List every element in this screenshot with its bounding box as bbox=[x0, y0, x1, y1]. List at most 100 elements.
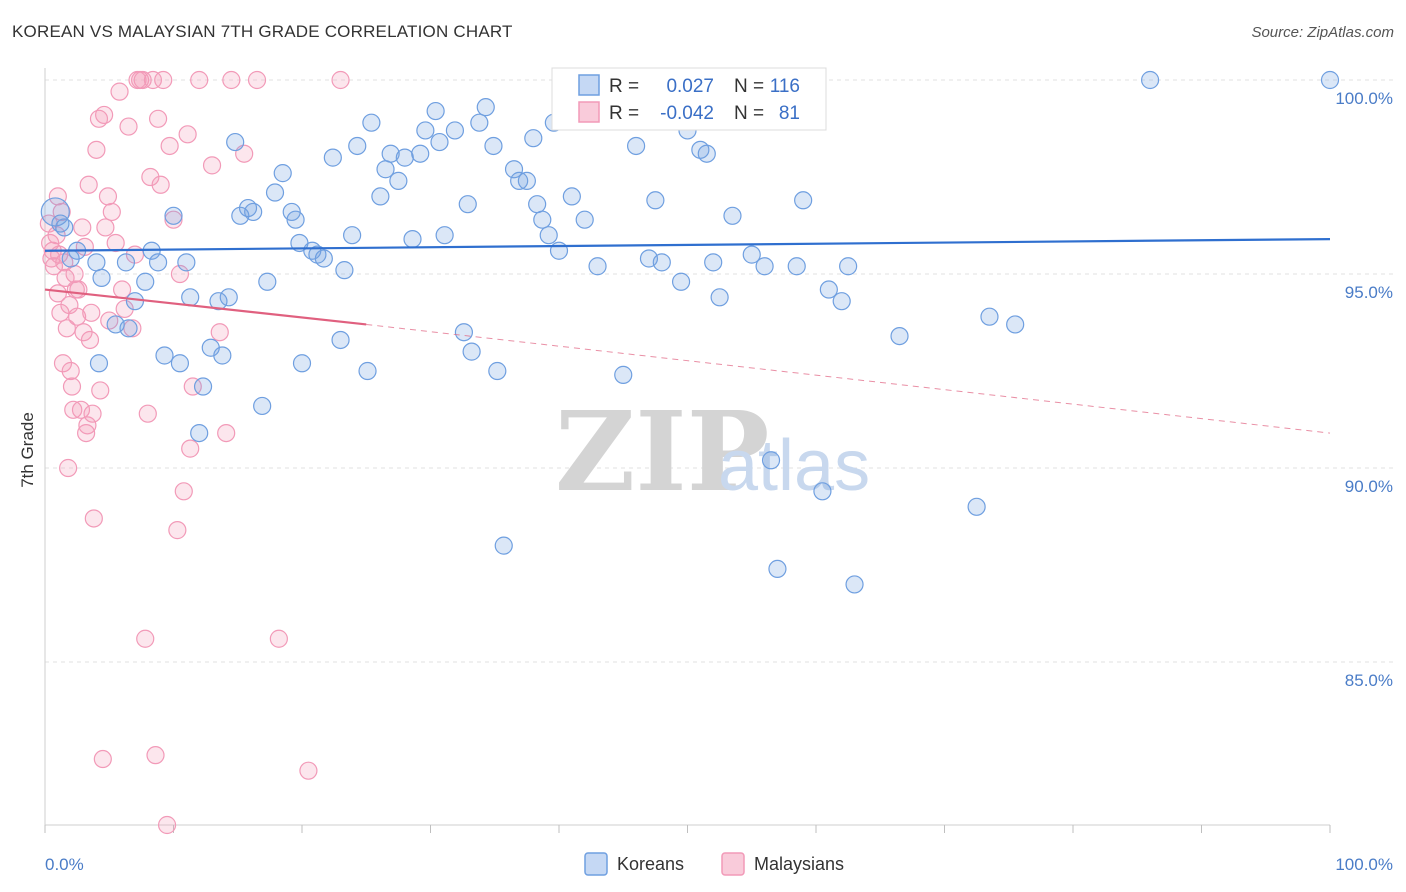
malaysian-point bbox=[69, 280, 88, 299]
malaysian-point bbox=[71, 400, 91, 419]
korean-point bbox=[87, 253, 106, 272]
korean-point bbox=[1006, 315, 1025, 334]
y-axis-label: 7th Grade bbox=[18, 412, 37, 488]
malaysian-point bbox=[154, 70, 173, 90]
korean-point bbox=[787, 257, 806, 276]
malaysian-point bbox=[210, 323, 229, 342]
korean-point bbox=[331, 330, 350, 350]
malaysian-point bbox=[110, 82, 129, 101]
korean-trend-line bbox=[44, 237, 1331, 252]
korean-point bbox=[755, 257, 774, 276]
korean-point bbox=[445, 121, 465, 140]
malaysian-point bbox=[59, 458, 78, 478]
malaysian-point bbox=[183, 377, 202, 396]
chart-source: Source: ZipAtlas.com bbox=[1251, 24, 1394, 41]
korean-n-value: 116 bbox=[770, 76, 800, 97]
malaysian-point bbox=[93, 749, 112, 769]
korean-point bbox=[539, 226, 558, 245]
korean-point bbox=[435, 226, 454, 245]
malaysian-point bbox=[217, 423, 236, 443]
korean-point bbox=[343, 226, 362, 245]
korean-point bbox=[362, 113, 381, 132]
korean-point bbox=[164, 206, 183, 225]
malaysian-r-value: -0.042 bbox=[660, 103, 714, 124]
korean-point bbox=[389, 171, 408, 190]
korean-point bbox=[671, 272, 691, 291]
malaysian-point bbox=[202, 156, 222, 175]
korean-point bbox=[517, 171, 536, 190]
korean-point bbox=[575, 210, 594, 229]
korean-point bbox=[890, 326, 909, 346]
malaysian-legend-swatch bbox=[578, 101, 600, 123]
korean-point bbox=[258, 272, 277, 291]
korean-point bbox=[119, 319, 138, 338]
malaysians-legend-label: Malaysians bbox=[754, 854, 844, 874]
korean-point bbox=[136, 272, 155, 291]
korean-legend-swatch bbox=[578, 74, 600, 96]
korean-point bbox=[253, 396, 272, 416]
korean-point bbox=[761, 451, 781, 470]
malaysian-point bbox=[98, 187, 118, 206]
korean-point bbox=[697, 144, 716, 163]
malaysian-point bbox=[106, 233, 125, 253]
korean-point bbox=[533, 210, 552, 229]
trend-lines bbox=[44, 237, 1331, 434]
malaysian-point bbox=[178, 125, 197, 144]
korean-point bbox=[510, 171, 529, 190]
korean-point bbox=[116, 253, 136, 272]
malaysian-trend-line bbox=[44, 288, 367, 326]
watermark-atlas: atlas bbox=[718, 426, 870, 506]
korean-point bbox=[528, 195, 547, 214]
korean-point bbox=[794, 191, 813, 210]
y-tick-label: 100.0% bbox=[1335, 89, 1393, 108]
korean-point bbox=[403, 229, 422, 249]
malaysian-point bbox=[331, 70, 350, 90]
korean-point bbox=[170, 354, 190, 373]
malaysian-trend-line-extrapolated bbox=[366, 323, 1331, 434]
malaysian-n-label: N = bbox=[734, 103, 764, 124]
korean-point bbox=[219, 288, 238, 307]
malaysian-point bbox=[168, 521, 187, 540]
malaysian-point bbox=[96, 218, 115, 237]
korean-point bbox=[768, 559, 787, 579]
malaysian-point bbox=[181, 439, 200, 458]
malaysian-point bbox=[68, 307, 87, 326]
korean-point bbox=[358, 361, 377, 381]
korean-point bbox=[411, 144, 430, 163]
korean-point bbox=[980, 307, 999, 326]
korean-point bbox=[742, 245, 761, 264]
korean-point bbox=[125, 292, 145, 311]
korean-point bbox=[813, 482, 832, 501]
malaysian-point bbox=[65, 264, 84, 284]
korean-point bbox=[476, 98, 495, 117]
malaysian-point bbox=[61, 361, 80, 381]
malaysian-point bbox=[78, 416, 97, 435]
korean-point bbox=[524, 129, 543, 148]
y-tick-label: 95.0% bbox=[1345, 283, 1393, 302]
malaysian-point bbox=[160, 136, 179, 156]
korean-point bbox=[314, 249, 333, 268]
korean-point bbox=[588, 257, 607, 276]
y-tick-labels: 85.0% 90.0% 95.0% 100.0% bbox=[1335, 89, 1393, 690]
malaysians-legend-swatch bbox=[721, 852, 745, 876]
korean-point bbox=[193, 377, 213, 396]
korean-point bbox=[148, 253, 168, 272]
watermark: ZIP atlas bbox=[555, 387, 870, 516]
malaysian-point bbox=[247, 70, 267, 90]
korean-point bbox=[549, 241, 569, 260]
korean-point bbox=[819, 280, 838, 299]
korean-point bbox=[967, 497, 986, 516]
malaysian-point bbox=[102, 202, 121, 222]
malaysian-point bbox=[170, 264, 190, 284]
korean-point bbox=[462, 342, 481, 361]
bottom-legend: Koreans Malaysians bbox=[584, 852, 844, 876]
malaysian-point bbox=[53, 354, 73, 373]
malaysian-point bbox=[77, 423, 96, 443]
korean-point bbox=[177, 253, 196, 272]
malaysian-point bbox=[148, 109, 168, 128]
korean-point bbox=[458, 195, 477, 214]
malaysian-point bbox=[164, 210, 183, 229]
korean-point bbox=[845, 575, 864, 594]
malaysian-n-value: 81 bbox=[779, 103, 800, 124]
